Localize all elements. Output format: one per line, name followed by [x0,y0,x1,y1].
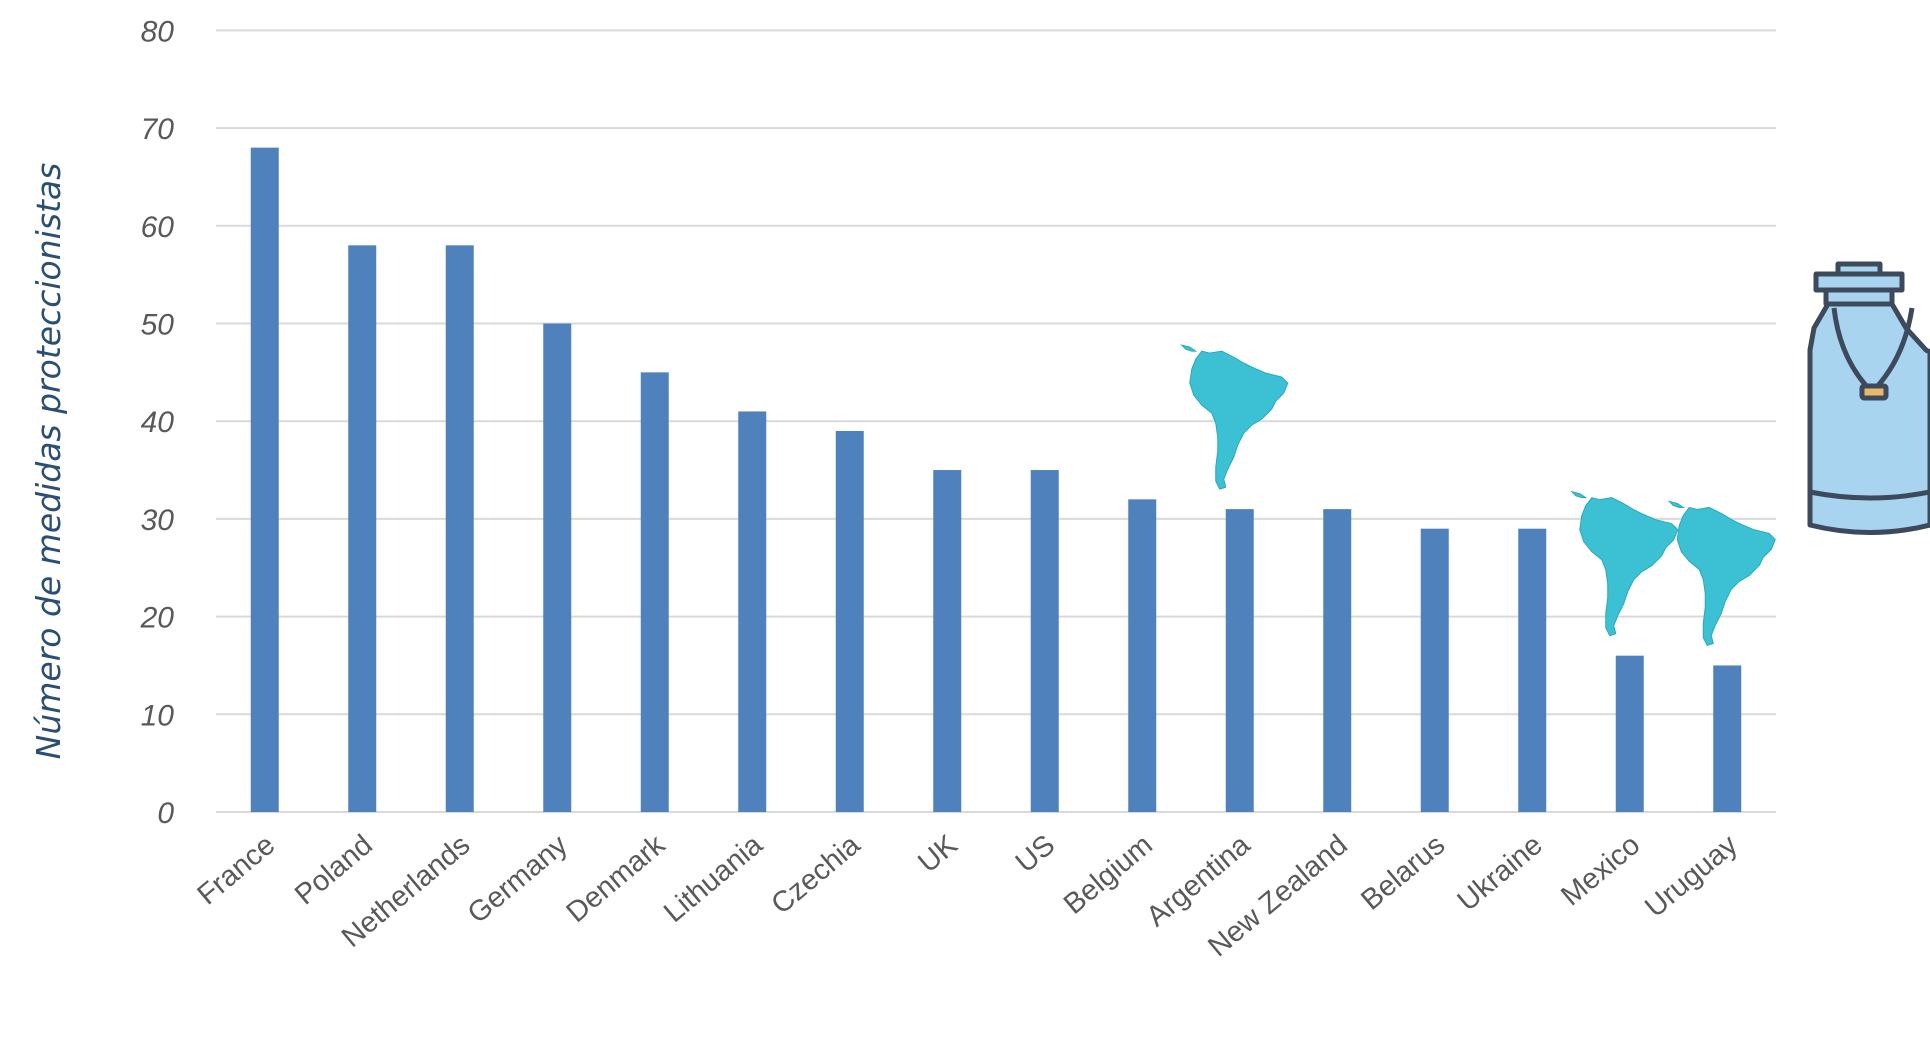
bar [1713,665,1742,812]
bars [250,147,1742,813]
bar [250,147,279,812]
x-tick-label: UK [912,828,964,879]
x-tick-label: Mexico [1555,829,1646,913]
bar [1615,655,1644,812]
x-tick-label: Poland [289,829,379,912]
x-axis-ticks: France PolandNetherlandsGermanyDenmarkLit… [192,828,1745,963]
y-tick-label: 20 [140,602,175,635]
y-tick-label: 50 [141,309,175,342]
bar [835,430,864,812]
gridlines [216,29,1776,813]
bar [348,245,377,813]
bar [445,245,474,813]
x-tick-label: France [192,829,282,912]
x-tick-label: Uruguay [1639,829,1744,924]
y-tick-label: 80 [141,15,175,48]
y-tick-label: 10 [141,699,175,732]
y-axis-label: Número de medidas proteccionistas [29,163,68,760]
milk-can-icon [1807,261,1930,535]
bar [1030,470,1059,812]
latin-america-map-icons [1181,344,1776,646]
y-axis-ticks: 0 10 20 30 40 50 60 70 80 [140,15,175,830]
south-america-map-icon [1571,491,1679,637]
x-tick-label: Germany [462,829,574,930]
y-tick-label: 70 [141,113,175,146]
bar [1225,509,1254,812]
y-tick-label: 60 [141,211,175,244]
x-tick-label: Czechia [765,828,866,920]
x-tick-label: Lithuania [658,828,769,929]
south-america-map-icon [1668,500,1776,646]
bar [1518,528,1547,812]
y-tick-label: 40 [141,406,175,439]
bar [933,470,962,812]
south-america-map-icon [1181,344,1289,490]
bar [738,411,767,812]
y-tick-label: 30 [141,504,175,537]
bar [1323,509,1352,812]
bar [640,372,669,812]
x-tick-label: Denmark [561,829,672,929]
bar [543,323,572,812]
y-tick-label: 0 [157,797,174,830]
x-tick-label: US [1010,829,1061,879]
bar [1128,499,1157,812]
x-tick-label: Belarus [1355,829,1451,917]
x-tick-label: Ukraine [1452,829,1549,918]
bar [1420,528,1449,812]
